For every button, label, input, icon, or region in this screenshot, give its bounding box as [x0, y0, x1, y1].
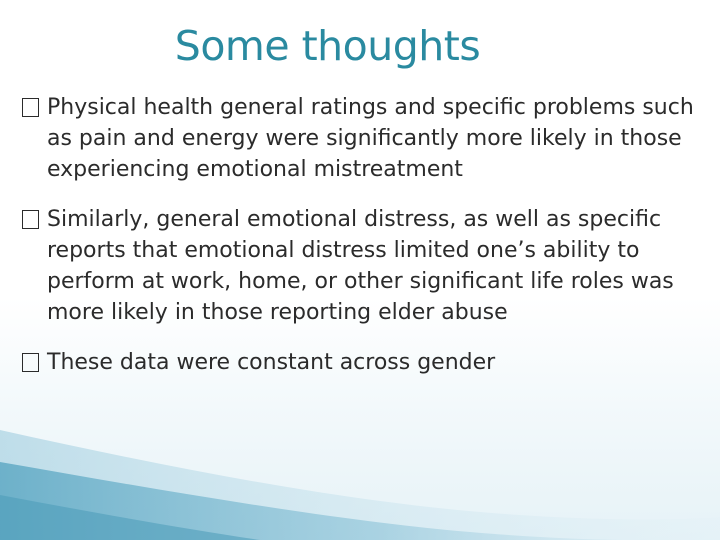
bullet-box-icon: [22, 353, 39, 372]
bullet-box-icon: [22, 210, 39, 229]
slide-title: Some thoughts: [174, 22, 481, 70]
bullet-list: Physical health general ratings and spec…: [22, 92, 707, 397]
bullet-item: Similarly, general emotional distress, a…: [22, 204, 707, 328]
bullet-text: Similarly, general emotional distress, a…: [47, 207, 674, 325]
bullet-text: Physical health general ratings and spec…: [47, 95, 694, 182]
bullet-box-icon: [22, 98, 39, 117]
bullet-item: These data were constant across gender: [22, 347, 707, 378]
bullet-text: These data were constant across gender: [47, 350, 496, 375]
bullet-item: Physical health general ratings and spec…: [22, 92, 707, 185]
